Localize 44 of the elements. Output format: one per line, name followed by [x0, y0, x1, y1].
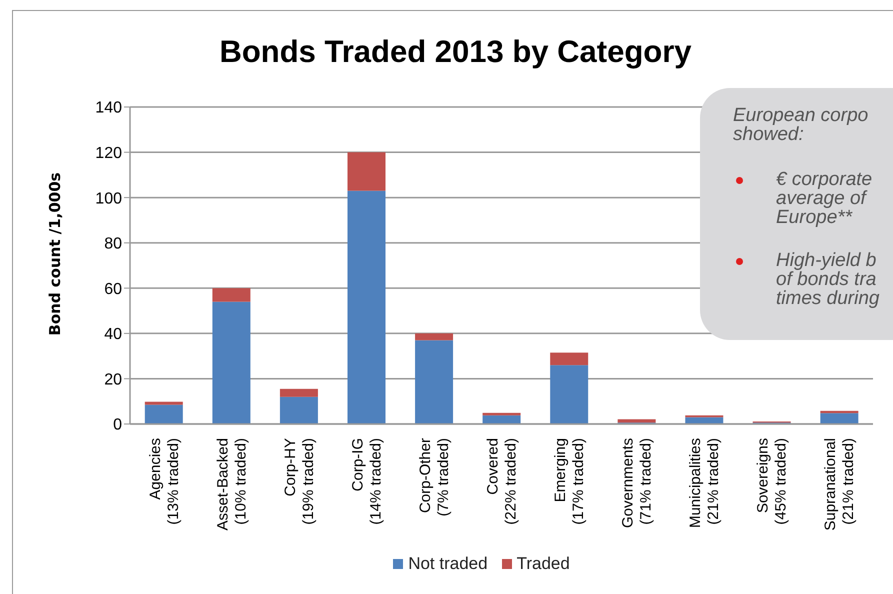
chart-title: Bonds Traded 2013 by Category: [218, 34, 693, 70]
y-axis-title: Bond count /1,000s: [46, 171, 65, 338]
x-tick-label: Emerging (17% traded): [552, 438, 588, 525]
bar: [415, 333, 454, 340]
x-tick-label: Corp-Other (7% traded): [416, 438, 452, 516]
bar: [820, 413, 858, 424]
bar: [212, 288, 250, 302]
x-tick-label: Corp-HY (19% traded): [282, 438, 317, 525]
bar: [618, 419, 656, 423]
annotation: € corporate average of Europe**: [776, 169, 874, 228]
bar: [415, 340, 454, 424]
x-tick-label: Governments (71% traded): [620, 438, 655, 528]
y-tick-label: 20: [104, 371, 122, 388]
x-tick-label: Municipalities (21% traded): [687, 438, 722, 528]
x-tick-label: Covered (22% traded): [484, 438, 520, 525]
bar: [550, 352, 588, 366]
bar: [482, 412, 521, 416]
bar: [347, 190, 386, 424]
y-tick-label: 0: [113, 416, 122, 434]
y-tick-label: 120: [95, 144, 122, 162]
bar: [685, 417, 724, 424]
x-tick-label: Sovereigns (45% traded): [754, 438, 790, 525]
x-tick-label: Asset-Backed (10% traded): [214, 438, 250, 531]
bar: [347, 152, 386, 191]
x-tick-label: Agencies (13% traded): [146, 438, 182, 525]
x-tick-label: Corp-IG (14% traded): [349, 438, 384, 525]
y-tick-label: 80: [104, 236, 122, 253]
callout-box: European corpo showed: € corporate average of Europe** High-yield b of bonds tra times during: [700, 88, 893, 340]
legend-label: Not traded: [407, 554, 488, 574]
bar: [550, 365, 588, 424]
y-tick-label: 60: [104, 280, 122, 298]
y-tick-label: 40: [104, 326, 122, 344]
bar: [482, 415, 521, 424]
bar: [280, 396, 318, 424]
bar: [144, 404, 183, 424]
legend-label: Traded: [516, 554, 570, 574]
y-tick-label: 140: [95, 100, 122, 117]
bar: [280, 388, 318, 397]
annotation: High-yield b of bonds tra times during: [776, 250, 880, 309]
bar: [212, 302, 250, 424]
bar: [144, 402, 183, 405]
annotation: European corpo showed:: [733, 105, 870, 145]
y-tick-label: 100: [95, 190, 122, 208]
x-tick-label: Supranational (21% traded): [822, 438, 858, 531]
